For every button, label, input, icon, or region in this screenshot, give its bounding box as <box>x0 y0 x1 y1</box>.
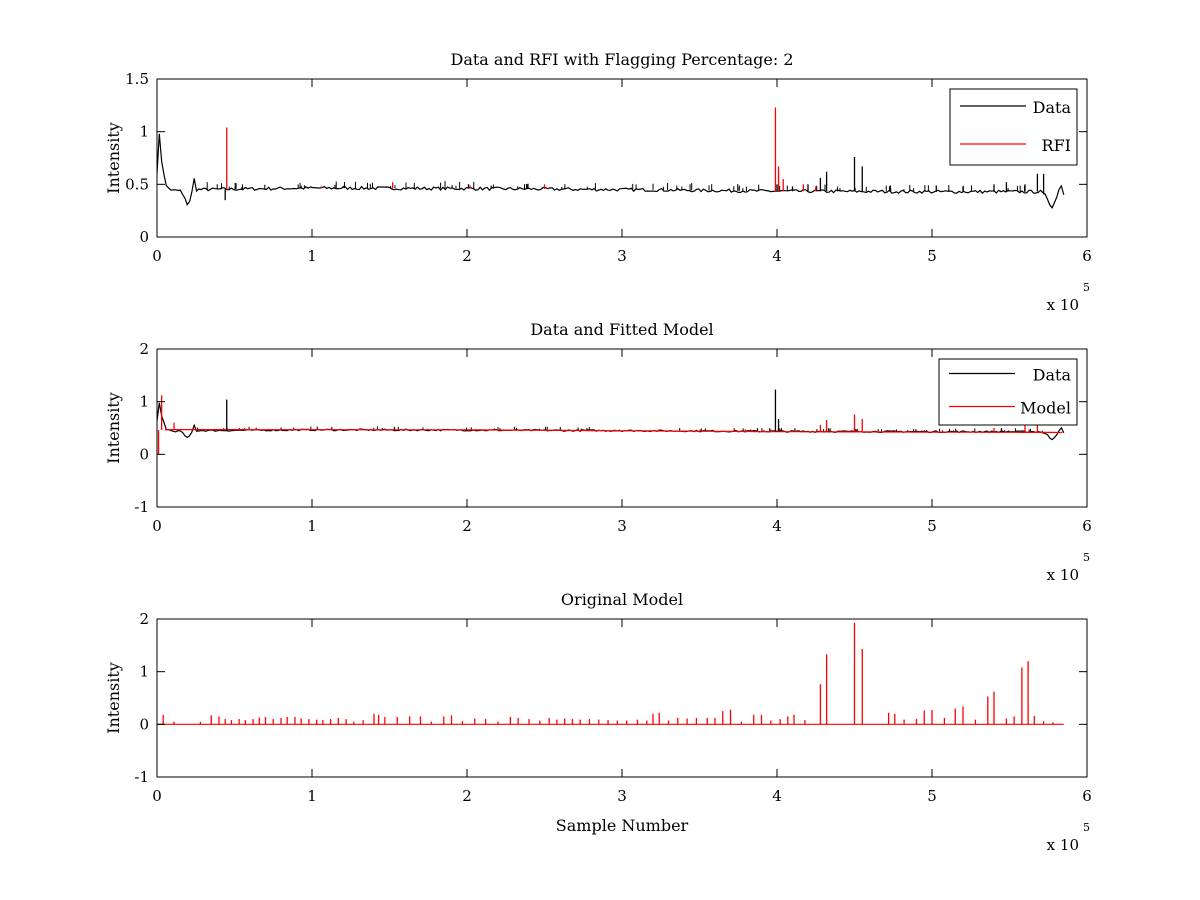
legend: Data Model <box>938 358 1078 426</box>
x-tick-label: 0 <box>152 247 162 265</box>
legend-box <box>938 358 1078 426</box>
x-tick-label: 4 <box>772 517 782 535</box>
legend-label-rfi: RFI <box>1042 136 1071 155</box>
model-trace <box>164 429 1063 434</box>
x-tick-label: 1 <box>307 247 317 265</box>
y-tick-label: 0 <box>139 445 149 463</box>
y-tick-label: -1 <box>134 768 149 786</box>
x-multiplier: x 10 <box>1047 566 1079 584</box>
x-exponent: 5 <box>1083 821 1090 834</box>
x-multiplier: x 10 <box>1047 836 1079 854</box>
x-tick-label: 4 <box>772 247 782 265</box>
x-tick-label: 2 <box>462 517 472 535</box>
legend: Data RFI <box>949 88 1078 166</box>
x-tick-label: 6 <box>1082 787 1092 805</box>
y-tick-label: 0 <box>139 228 149 246</box>
y-tick-label: 1 <box>139 393 149 411</box>
x-exponent: 5 <box>1083 281 1090 294</box>
x-tick-label: 5 <box>927 787 937 805</box>
y-tick-label: 2 <box>139 610 149 628</box>
x-tick-label: 3 <box>617 247 627 265</box>
chart-title: Original Model <box>561 590 683 609</box>
legend-box <box>949 88 1078 166</box>
x-tick-label: 1 <box>307 517 317 535</box>
y-tick-label: -1 <box>134 498 149 516</box>
x-tick-label: 0 <box>152 517 162 535</box>
x-multiplier: x 10 <box>1047 296 1079 314</box>
x-tick-label: 6 <box>1082 517 1092 535</box>
y-axis-label: Intensity <box>104 122 123 194</box>
top-subplot: 0 1 2 3 4 5 6 0 0.5 1 1.5 x 10 5 Data and RFI with Fl… <box>104 50 1092 314</box>
y-tick-label: 0 <box>139 715 149 733</box>
y-tick-label: 1 <box>139 663 149 681</box>
y-axis-label: Intensity <box>104 662 123 734</box>
data-trace <box>157 133 1065 209</box>
x-tick-label: 1 <box>307 787 317 805</box>
x-tick-label: 6 <box>1082 247 1092 265</box>
x-tick-label: 2 <box>462 247 472 265</box>
x-tick-label: 2 <box>462 787 472 805</box>
x-tick-label: 5 <box>927 247 937 265</box>
legend-label-data: Data <box>1033 98 1072 117</box>
plot-area <box>157 622 1064 725</box>
x-axis-label: Sample Number <box>556 816 689 835</box>
x-tick-label: 3 <box>617 787 627 805</box>
plot-area <box>157 107 1065 209</box>
y-axis-label: Intensity <box>104 392 123 464</box>
y-tick-label: 0.5 <box>125 175 149 193</box>
chart-title: Data and Fitted Model <box>530 320 713 339</box>
legend-label-data: Data <box>1033 366 1072 385</box>
y-tick-label: 2 <box>139 340 149 358</box>
chart-title: Data and RFI with Flagging Percentage: 2 <box>450 50 793 69</box>
x-tick-label: 4 <box>772 787 782 805</box>
plot-area <box>157 389 1065 455</box>
x-tick-label: 0 <box>152 787 162 805</box>
y-tick-label: 1 <box>139 123 149 141</box>
legend-label-model: Model <box>1020 399 1071 418</box>
x-exponent: 5 <box>1083 551 1090 564</box>
x-tick-label: 5 <box>927 517 937 535</box>
x-tick-label: 3 <box>617 517 627 535</box>
y-tick-label: 1.5 <box>125 70 149 88</box>
